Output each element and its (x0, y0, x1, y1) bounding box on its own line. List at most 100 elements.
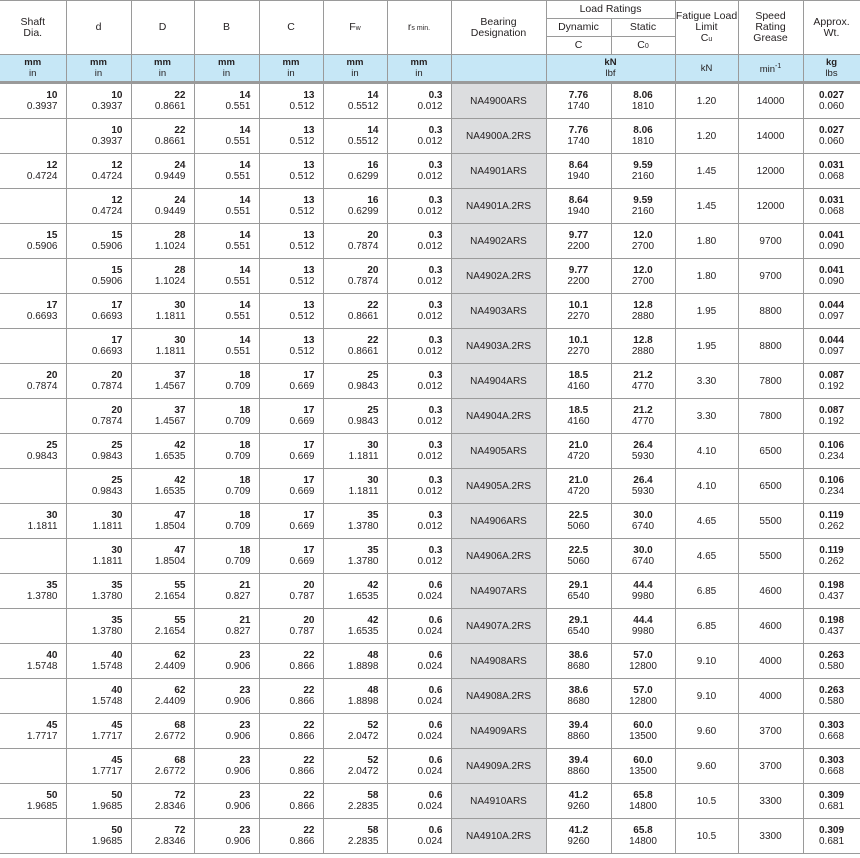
cell-wt: 0.027 0.060 (802, 118, 860, 154)
cell-dyn: 21.0 4720 (545, 468, 612, 504)
cell-b: 23 0.906 (193, 643, 260, 679)
value-metric: 25 (367, 370, 379, 381)
value-metric: 15 (46, 230, 58, 241)
cell-speed: 7800 (737, 363, 804, 399)
value-imperial: 1.8504 (154, 521, 186, 532)
value-metric: 26.4 (633, 475, 653, 486)
value-imperial: 1.3780 (347, 521, 379, 532)
value-imperial: 0.012 (417, 556, 443, 567)
value-metric: 0.031 (819, 160, 845, 171)
value-metric: 42 (174, 475, 186, 486)
value-imperial: 1740 (567, 101, 590, 112)
cell-stat: 9.59 2160 (610, 153, 676, 189)
value-imperial: 0.6693 (26, 311, 58, 322)
value-imperial: 2.6772 (154, 766, 186, 777)
cell-fw: 25 0.9843 (322, 398, 388, 434)
cell-fw: 22 0.8661 (322, 328, 388, 364)
cell-designation: NA4910ARS (450, 783, 547, 819)
cell-stat: 12.8 2880 (610, 293, 676, 329)
value-imperial: 1.7717 (91, 766, 123, 777)
cell-fw: 16 0.6299 (322, 153, 388, 189)
header-shaft-dia: Shaft Dia. (0, 0, 67, 55)
value-imperial: 6740 (631, 521, 655, 532)
cell-cu: 1.20 (674, 82, 739, 119)
value-metric: 0.6 (428, 650, 443, 661)
header-dynamic-symbol: C (546, 36, 612, 55)
cell-dyn: 9.77 2200 (545, 258, 612, 294)
value-metric: 50 (46, 790, 58, 801)
value-imperial: 5930 (631, 451, 655, 462)
cell-dyn: 7.76 1740 (545, 118, 612, 154)
cell-shaft: 40 1.5748 (0, 643, 67, 679)
cell-speed: 4000 (737, 678, 804, 714)
cell-wt: 0.263 0.580 (802, 643, 860, 679)
cell-speed: 4000 (737, 643, 804, 679)
value-metric: 28 (174, 265, 186, 276)
value-metric: 0.3 (428, 335, 443, 346)
cell-d: 47 1.8504 (130, 503, 195, 539)
table-row: 35 1.3780 35 1.3780 55 2.1654 21 0.827 20 0.787 42… (0, 573, 860, 609)
cell-d: 45 1.7717 (65, 713, 132, 749)
cell-fw: 20 0.7874 (322, 258, 388, 294)
value-metric: 17 (111, 300, 123, 311)
cell-c: 17 0.669 (258, 433, 324, 469)
value-metric: 0.044 (819, 335, 845, 346)
value-imperial: 4770 (631, 381, 655, 392)
value-metric: 0.6 (428, 580, 443, 591)
table-row: 15 0.5906 28 1.1024 14 0.551 13 0.512 20 0.7874 0.… (0, 258, 860, 294)
cell-shaft: 25 0.9843 (0, 433, 67, 469)
value-imperial: 0.866 (289, 766, 315, 777)
value-metric: 14 (367, 90, 379, 101)
value-metric: 14 (239, 265, 251, 276)
cell-c: 20 0.787 (258, 573, 324, 609)
value-metric: 17 (303, 545, 315, 556)
cell-c: 13 0.512 (258, 258, 324, 294)
value-imperial: 1740 (567, 136, 590, 147)
unit-fatigue: kN (674, 54, 739, 84)
value-imperial: 2.4409 (154, 696, 186, 707)
value-metric: 0.263 (819, 685, 845, 696)
value-imperial: 2.8346 (154, 801, 186, 812)
value-imperial: 0.8661 (154, 136, 186, 147)
cell-d: 68 2.6772 (130, 748, 195, 784)
value-metric: 0.106 (819, 475, 845, 486)
cell-dyn: 22.5 5060 (545, 503, 612, 539)
table-row: 45 1.7717 68 2.6772 23 0.906 22 0.866 52 2.0472 0.… (0, 748, 860, 784)
cell-d: 55 2.1654 (130, 573, 195, 609)
cell-b: 23 0.906 (193, 713, 260, 749)
cell-rs: 0.3 0.012 (386, 82, 452, 119)
cell-d: 20 0.7874 (65, 363, 132, 399)
value-metric: 20 (111, 405, 123, 416)
value-imperial: 0.3937 (91, 101, 123, 112)
cell-cu: 1.80 (674, 223, 739, 259)
cell-speed: 12000 (737, 153, 804, 189)
value-metric: 13 (303, 265, 315, 276)
value-imperial: 0.906 (225, 836, 251, 847)
value-imperial: 0.668 (819, 766, 845, 777)
value-metric: 24 (174, 195, 186, 206)
table-row: 45 1.7717 45 1.7717 68 2.6772 23 0.906 22 0.866 52… (0, 713, 860, 749)
value-metric: 22 (174, 90, 186, 101)
unit-d: mm in (65, 54, 132, 84)
value-imperial: 2.6772 (154, 731, 186, 742)
cell-shaft (0, 398, 67, 434)
value-metric: 21.0 (568, 475, 589, 486)
value-imperial: 2.1654 (154, 591, 186, 602)
value-imperial: 0.551 (225, 311, 251, 322)
cell-c: 13 0.512 (258, 188, 324, 224)
value-imperial: 14800 (629, 836, 657, 847)
table-row: 15 0.5906 15 0.5906 28 1.1024 14 0.551 13 0.512 20… (0, 223, 860, 259)
cell-stat: 60.0 13500 (610, 748, 676, 784)
header-static: Static (610, 18, 676, 37)
value-imperial: 0.012 (417, 101, 443, 112)
cell-rs: 0.3 0.012 (386, 223, 452, 259)
value-imperial: 0.580 (819, 661, 845, 672)
value-imperial: 0.437 (819, 626, 845, 637)
cell-d: 15 0.5906 (65, 258, 132, 294)
value-metric: 58 (367, 825, 379, 836)
header-load-ratings: Load Ratings (545, 0, 676, 19)
value-metric: 42 (367, 615, 379, 626)
header-d: d (65, 0, 132, 55)
value-imperial: 8680 (567, 661, 590, 672)
value-metric: 57.0 (633, 650, 653, 661)
